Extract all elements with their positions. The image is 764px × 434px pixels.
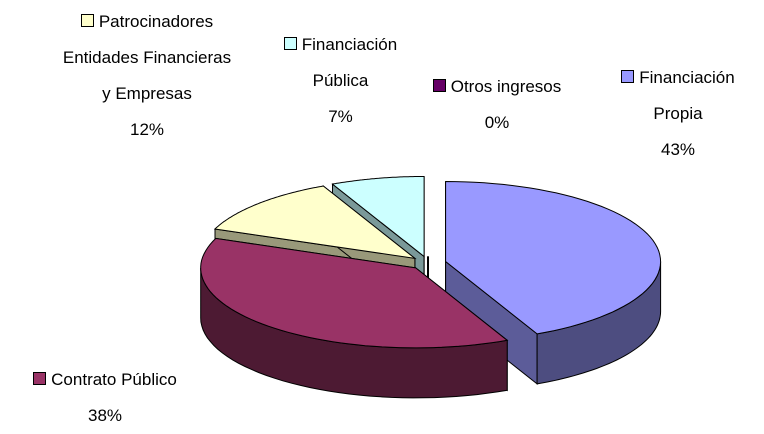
slice [331, 176, 425, 258]
value-label: 12% [129, 120, 165, 139]
legend-key [33, 372, 47, 385]
slice [445, 180, 662, 335]
chart: Financiación Propia 43% Contrato Público 38… [33, 4, 758, 425]
pie-area [200, 176, 662, 399]
legend-label: Financiación Propia [639, 68, 735, 123]
slice [200, 237, 509, 349]
legend-key [80, 14, 94, 27]
value-label: 7% [328, 107, 353, 126]
legend-label: Financiación Pública [301, 35, 398, 90]
legend-label: Patrocinadores Entidades Financieras y E… [62, 12, 232, 103]
data-label: Contrato Público 38% [10, 362, 200, 434]
legend-label: Contrato Público [51, 370, 177, 389]
legend-key [621, 70, 635, 83]
data-label: Otros ingresos 0% [412, 69, 582, 141]
data-label: Financiación Propia 43% [598, 60, 758, 168]
data-label: Patrocinadores Entidades Financieras y E… [62, 4, 232, 148]
slice [213, 185, 417, 260]
data-label: Financiación Pública 7% [268, 27, 413, 135]
value-label: 0% [484, 113, 510, 132]
value-label: 43% [660, 140, 696, 159]
legend-label: Otros ingresos [450, 77, 562, 96]
value-label: 38% [87, 406, 123, 425]
legend-key [283, 37, 297, 50]
legend-key [432, 79, 446, 92]
